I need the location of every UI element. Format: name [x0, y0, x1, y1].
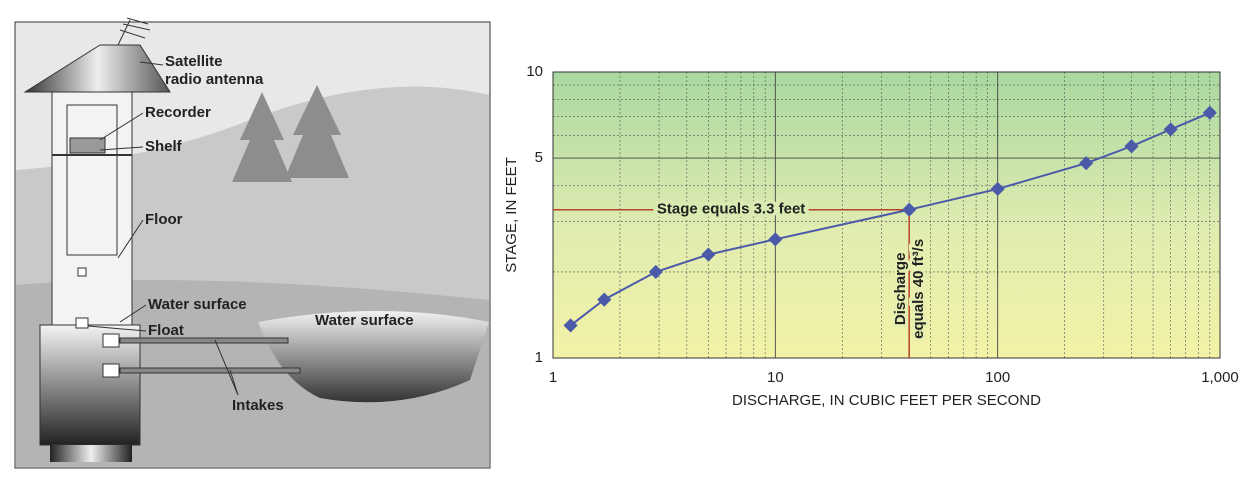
label: Water surface — [148, 296, 247, 313]
annotation: Discharge — [892, 253, 909, 326]
x-tick-label: 1 — [549, 369, 557, 386]
label: Intakes — [232, 397, 284, 414]
annotation: Stage equals 3.3 feet — [657, 201, 805, 218]
point — [597, 292, 612, 307]
point — [990, 181, 1005, 197]
label: Recorder — [145, 104, 211, 121]
intake-box — [102, 363, 120, 378]
intake-pipe — [119, 337, 289, 344]
point — [1079, 156, 1094, 171]
y-tick-label: 5 — [535, 149, 543, 166]
chart: 1 10 100 1,000 1 5 10 DISCHARGE, IN CUBIC FEET … — [503, 63, 1239, 409]
label: Satellite — [165, 53, 223, 70]
label: Water surface — [315, 312, 414, 329]
point — [902, 202, 917, 217]
lake — [258, 311, 489, 403]
recorder-box — [69, 137, 106, 154]
label: Shelf — [145, 138, 183, 155]
point — [563, 318, 578, 333]
intake-pipe — [119, 367, 301, 374]
roof — [23, 44, 171, 93]
point — [648, 264, 663, 279]
antenna — [117, 17, 151, 46]
y-tick-label: 1 — [535, 349, 543, 366]
intake-box — [102, 333, 120, 348]
well — [39, 324, 141, 446]
label: radio antenna — [165, 71, 264, 88]
shelter — [51, 91, 133, 331]
trees — [232, 85, 349, 182]
door — [66, 104, 118, 256]
x-tick-label: 100 — [985, 369, 1010, 386]
well-base — [50, 445, 132, 462]
x-tick-label: 10 — [767, 369, 784, 386]
counterweight — [77, 267, 87, 277]
point — [1163, 122, 1178, 137]
hill — [16, 86, 489, 301]
annotation: equals 40 ft³/s — [910, 239, 927, 339]
label: Floor — [145, 211, 183, 228]
leaders — [87, 61, 239, 396]
y-tick-label: 10 — [526, 63, 543, 80]
point — [768, 232, 783, 247]
float-box — [75, 317, 89, 329]
point — [1124, 139, 1139, 154]
plot-border — [552, 71, 1221, 359]
y-axis-label: STAGE, IN FEET — [503, 157, 520, 273]
point — [701, 247, 716, 262]
x-axis-label: DISCHARGE, IN CUBIC FEET PER SECOND — [732, 392, 1041, 409]
point — [1202, 105, 1217, 120]
label: Float — [148, 322, 184, 339]
diagram: Satellite radio antenna Recorder Shelf F… — [14, 17, 491, 469]
x-tick-label: 1,000 — [1201, 369, 1239, 386]
